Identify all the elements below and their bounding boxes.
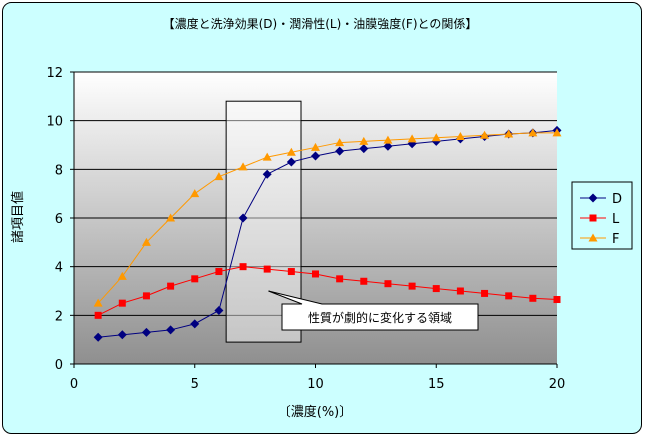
point-L <box>529 294 537 302</box>
y-tick-label: 2 <box>55 309 63 324</box>
point-F <box>238 162 248 171</box>
point-F <box>286 147 296 156</box>
point-D <box>117 330 127 340</box>
point-L <box>118 299 126 307</box>
point-F <box>359 136 369 145</box>
x-axis-label: 〔濃度(%)〕 <box>278 404 353 420</box>
point-D <box>335 146 345 156</box>
point-D <box>383 141 393 151</box>
point-D <box>238 213 248 223</box>
point-F <box>93 298 103 307</box>
point-D <box>262 169 272 179</box>
point-L <box>239 263 247 271</box>
line-L <box>97 266 558 316</box>
point-D <box>141 327 151 337</box>
point-L <box>360 277 368 285</box>
legend-item-D: D <box>580 192 622 207</box>
x-tick-label: 5 <box>191 377 199 392</box>
y-tick-label: 12 <box>46 66 63 81</box>
point-F <box>480 130 490 139</box>
legend-label: L <box>612 212 620 227</box>
point-F <box>190 189 200 198</box>
x-tick-label: 20 <box>549 377 566 392</box>
point-D <box>311 151 320 161</box>
point-F <box>311 142 320 151</box>
point-L <box>336 275 344 283</box>
point-F <box>431 133 441 142</box>
point-F <box>504 129 514 138</box>
point-D <box>93 332 103 342</box>
annotation-callout <box>268 290 479 331</box>
y-axis-label: 諸項目値 <box>10 191 26 243</box>
point-L <box>142 292 150 300</box>
y-tick-label: 0 <box>55 358 63 373</box>
y-tick-label: 4 <box>55 261 63 276</box>
chart-area: 【濃度と洗浄効果(D)・潤滑性(L)・油膜強度(F)との関係】 0 2 4 6 8 10 1… <box>2 2 643 435</box>
legend-marker <box>588 193 598 203</box>
y-tick-label: 10 <box>46 115 63 130</box>
legend-marker <box>589 214 597 222</box>
point-F <box>335 138 345 147</box>
point-D <box>359 144 369 154</box>
x-axis-ticks: 0 5 10 15 20 <box>70 364 565 392</box>
point-L <box>263 265 271 273</box>
point-L <box>287 268 295 276</box>
point-L <box>94 311 102 319</box>
point-L <box>312 270 319 278</box>
point-D <box>214 305 224 315</box>
point-D <box>286 157 296 167</box>
series-L <box>94 263 561 319</box>
x-tick-label: 0 <box>70 377 78 392</box>
series-F <box>93 128 562 307</box>
point-L <box>408 282 416 290</box>
point-L <box>191 275 199 283</box>
legend-item-L: L <box>580 212 620 227</box>
y-tick-label: 6 <box>55 212 63 227</box>
point-D <box>166 325 176 335</box>
point-F <box>407 134 417 143</box>
point-D <box>190 319 200 329</box>
annotation-text: 性質が劇的に変化する領域 <box>308 310 452 325</box>
point-F <box>214 172 224 181</box>
point-L <box>167 282 175 290</box>
point-L <box>553 296 561 304</box>
point-L <box>215 268 223 276</box>
legend-label: F <box>612 232 619 247</box>
point-L <box>456 287 464 295</box>
x-tick-label: 10 <box>307 377 324 392</box>
line-F <box>97 132 557 304</box>
point-F <box>528 128 538 137</box>
y-axis-ticks: 0 2 4 6 8 10 12 <box>46 66 74 373</box>
legend-item-F: F <box>580 232 619 247</box>
legend-box <box>571 181 633 250</box>
point-L <box>384 280 392 288</box>
legend-marker <box>588 233 598 242</box>
point-F <box>141 237 151 246</box>
y-tick-label: 8 <box>55 163 63 178</box>
point-F <box>455 131 465 140</box>
point-L <box>505 292 513 300</box>
point-F <box>117 271 127 280</box>
legend: DLF <box>571 181 633 250</box>
point-L <box>432 285 440 293</box>
chart-title: 【濃度と洗浄効果(D)・潤滑性(L)・油膜強度(F)との関係】 <box>163 16 478 31</box>
legend-label: D <box>612 192 622 207</box>
x-tick-label: 15 <box>428 377 445 392</box>
point-F <box>166 213 176 222</box>
chart: 【濃度と洗浄効果(D)・潤滑性(L)・油膜強度(F)との関係】 0 2 4 6 8 10 1… <box>2 2 642 434</box>
annotation-region <box>225 100 302 343</box>
point-F <box>383 135 393 144</box>
point-F <box>552 128 562 137</box>
point-L <box>481 289 489 297</box>
point-F <box>262 152 272 161</box>
